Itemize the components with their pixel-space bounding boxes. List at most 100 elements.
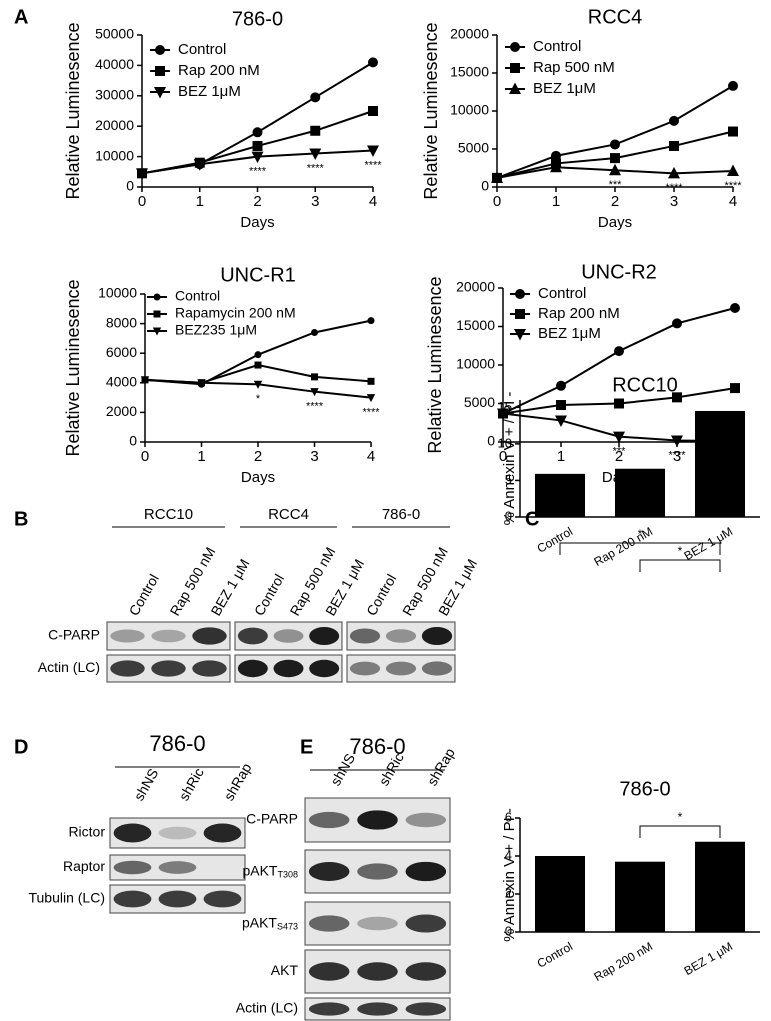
marker: [252, 127, 263, 138]
marker: [491, 171, 503, 183]
marker: [614, 398, 624, 409]
marker: [514, 329, 526, 341]
significance-bracket: [559, 542, 721, 555]
blot-band: [308, 862, 350, 881]
y-tick-label: 0: [505, 923, 512, 938]
blot-band: [309, 626, 340, 646]
blot-band: [113, 823, 152, 843]
blot-band: [273, 659, 304, 678]
y-tick-label: 15: [498, 399, 512, 414]
y-tick-label: 8000: [106, 314, 137, 330]
y-tick-label: 10000: [450, 102, 489, 118]
legend-label: Control: [175, 288, 220, 304]
legend-label: BEZ 1μM: [533, 80, 596, 97]
legend-label: Rap 200 nM: [178, 62, 260, 79]
marker: [310, 92, 321, 103]
marker: [366, 394, 376, 403]
marker: [728, 126, 738, 137]
significance-bracket: [639, 825, 721, 838]
x-tick-label: 0: [493, 193, 501, 210]
blot-band: [237, 659, 268, 678]
blot-band: [151, 660, 186, 677]
chart-title: 786-0: [232, 8, 283, 30]
x-tick-label: 0: [141, 448, 149, 465]
blot-band: [405, 812, 447, 828]
blot-band: [308, 811, 350, 829]
annotation: ****: [362, 407, 380, 419]
x-tick-label: 3: [673, 448, 681, 465]
x-tick-label: 1: [197, 448, 205, 465]
blot-band: [357, 863, 398, 880]
blot-band: [308, 1002, 350, 1016]
marker: [367, 377, 375, 385]
chart-title: 786-0: [619, 778, 670, 800]
x-tick-label: 0: [499, 448, 507, 465]
blot-band: [192, 660, 227, 677]
lane-label: Control: [363, 571, 399, 618]
x-tick-label: 4: [369, 193, 377, 210]
marker: [367, 145, 379, 158]
annotation: ***: [609, 179, 623, 191]
y-tick-label: 2: [505, 885, 512, 900]
row-label-sub: T308: [277, 870, 298, 880]
x-tick-label: Rap 200 nM: [591, 939, 655, 984]
panel-label: E: [300, 736, 313, 758]
marker: [155, 45, 165, 55]
marker: [556, 400, 566, 411]
blot-band: [357, 962, 398, 981]
marker: [197, 379, 206, 388]
annotation: *: [256, 393, 261, 405]
marker: [136, 168, 148, 180]
annotation: ****: [665, 182, 683, 194]
marker: [253, 380, 263, 389]
blot-band: [349, 661, 381, 676]
x-tick-label: 2: [611, 193, 619, 210]
lane-label: shNS: [130, 766, 161, 804]
row-label-sub: S473: [277, 922, 298, 932]
blot-band: [110, 660, 145, 677]
annotation: ****: [364, 159, 382, 171]
panel-label: D: [14, 736, 28, 758]
row-label: pAKTS473: [242, 914, 298, 932]
marker: [614, 346, 624, 357]
x-tick-label: 2: [253, 193, 261, 210]
marker: [367, 317, 375, 325]
marker: [509, 82, 521, 94]
row-label: Tubulin (LC): [28, 890, 105, 906]
marker: [510, 63, 520, 73]
y-axis-label: Relative Luminesence: [425, 276, 445, 453]
blot-band: [158, 826, 197, 840]
y-axis-label: Relative Luminesence: [63, 22, 83, 199]
marker: [668, 166, 680, 179]
marker: [311, 373, 318, 381]
y-tick-label: 0: [487, 433, 495, 449]
lane-label: BEZ 1 μM: [207, 556, 252, 618]
annotation: ****: [306, 401, 324, 413]
marker: [140, 376, 150, 385]
marker: [368, 57, 378, 68]
blot-band: [405, 1002, 447, 1016]
y-tick-label: 0: [129, 433, 137, 449]
legend-label: Control: [533, 38, 581, 55]
blot-band: [421, 626, 453, 646]
annotation: ***: [613, 446, 627, 458]
significance-label: *: [678, 810, 683, 824]
blot-band: [308, 915, 350, 932]
marker: [672, 318, 682, 329]
legend-label: BEZ235 1μM: [175, 322, 257, 338]
x-axis-label: Days: [241, 469, 275, 486]
x-axis-label: Days: [598, 214, 632, 231]
row-label: Raptor: [63, 858, 105, 874]
marker: [252, 140, 263, 151]
annotation: ****: [307, 162, 325, 174]
y-tick-label: 5: [505, 472, 512, 487]
annotation: ****: [249, 166, 267, 178]
marker: [309, 148, 322, 161]
x-tick-label: BEZ 1 μM: [682, 939, 735, 978]
y-tick-label: 6000: [106, 344, 137, 360]
y-tick-label: 0: [126, 178, 134, 194]
marker: [368, 106, 378, 116]
panel-label: B: [14, 508, 28, 530]
legend-label: Control: [178, 41, 226, 58]
marker: [613, 431, 625, 444]
